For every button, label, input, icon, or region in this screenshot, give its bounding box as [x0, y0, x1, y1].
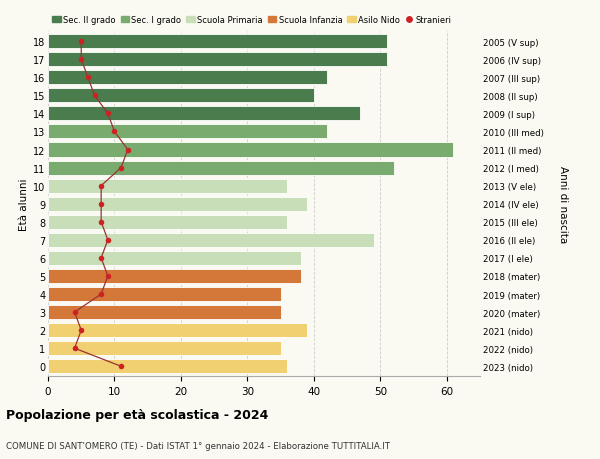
Bar	[48, 197, 307, 211]
Bar	[48, 53, 387, 67]
Point	[76, 327, 86, 334]
Point	[97, 183, 106, 190]
Point	[83, 74, 92, 82]
Bar	[48, 107, 361, 121]
Bar	[48, 215, 287, 230]
Point	[76, 56, 86, 64]
Point	[90, 92, 100, 100]
Point	[76, 39, 86, 46]
Bar	[48, 89, 314, 103]
Bar	[48, 143, 454, 157]
Bar	[48, 341, 281, 355]
Point	[123, 146, 133, 154]
Bar	[48, 269, 301, 283]
Point	[110, 129, 119, 136]
Bar	[48, 324, 307, 337]
Point	[97, 255, 106, 262]
Point	[70, 309, 79, 316]
Text: Popolazione per età scolastica - 2024: Popolazione per età scolastica - 2024	[6, 409, 268, 421]
Bar	[48, 179, 287, 193]
Point	[116, 363, 126, 370]
Bar	[48, 287, 281, 302]
Y-axis label: Età alunni: Età alunni	[19, 178, 29, 230]
Bar	[48, 161, 394, 175]
Bar	[48, 359, 287, 374]
Bar	[48, 125, 327, 139]
Bar	[48, 251, 301, 265]
Point	[116, 164, 126, 172]
Bar	[48, 233, 374, 247]
Bar	[48, 71, 327, 85]
Y-axis label: Anni di nascita: Anni di nascita	[557, 166, 568, 243]
Legend: Sec. II grado, Sec. I grado, Scuola Primaria, Scuola Infanzia, Asilo Nido, Stran: Sec. II grado, Sec. I grado, Scuola Prim…	[52, 16, 452, 24]
Point	[103, 237, 113, 244]
Point	[97, 218, 106, 226]
Point	[70, 345, 79, 352]
Point	[103, 273, 113, 280]
Point	[97, 291, 106, 298]
Bar	[48, 35, 387, 49]
Point	[103, 111, 113, 118]
Text: COMUNE DI SANT'OMERO (TE) - Dati ISTAT 1° gennaio 2024 - Elaborazione TUTTITALIA: COMUNE DI SANT'OMERO (TE) - Dati ISTAT 1…	[6, 441, 390, 450]
Point	[97, 201, 106, 208]
Bar	[48, 305, 281, 319]
